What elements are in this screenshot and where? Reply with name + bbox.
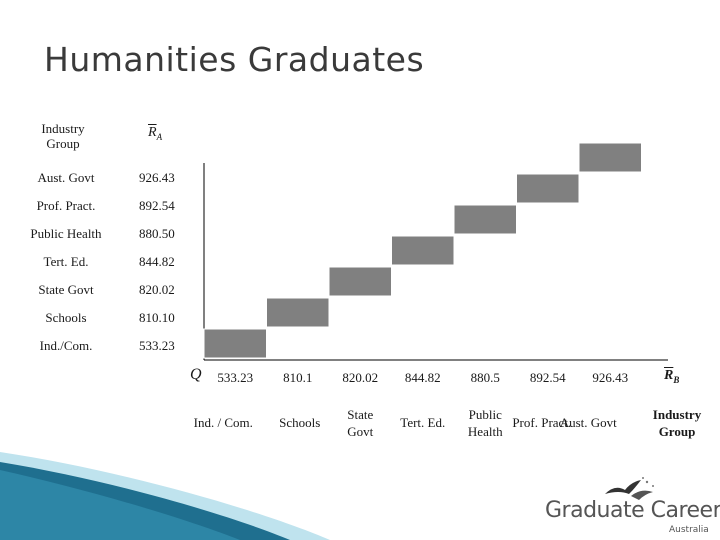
x-category-label: Public Health	[467, 407, 503, 439]
step-bar	[516, 173, 580, 204]
birds-icon	[605, 477, 654, 500]
x-tick-label: 844.82	[404, 370, 441, 385]
table-row-value: 926.43	[139, 170, 175, 185]
table-row-label: Schools	[45, 310, 87, 325]
x-category-label: Tert. Ed.	[400, 415, 446, 430]
x-category-label: State Govt	[347, 407, 374, 439]
decor-swoosh-mid	[0, 470, 240, 540]
logo-sub: Australia	[669, 525, 709, 535]
x-category-label: Ind. / Com.	[193, 415, 253, 430]
x-axis-group-label: Industry Group	[652, 407, 702, 439]
x-category-label: Schools	[279, 415, 321, 430]
x-category-label: Aust. Govt	[559, 415, 617, 430]
x-tick-label: 892.54	[529, 370, 566, 385]
step-bar	[203, 328, 267, 359]
table-header-group-label: Industry Group	[41, 121, 85, 151]
table-header-group: Industry Group	[24, 121, 102, 151]
table-row-label: Tert. Ed.	[43, 254, 89, 269]
table-row-label: Aust. Govt	[37, 170, 95, 185]
x-tick-label: 880.5	[470, 370, 500, 385]
table-row-value: 820.02	[139, 282, 175, 297]
table-header-r-subscript: A	[156, 131, 163, 142]
x-category-label: Prof. Pract.	[512, 415, 572, 430]
table-row-label: State Govt	[38, 282, 94, 297]
table-row-value: 810.10	[139, 310, 175, 325]
step-bar	[453, 204, 517, 235]
step-bar	[578, 142, 642, 173]
x-axis-symbol-letter: R	[664, 368, 674, 383]
step-bar	[328, 266, 392, 297]
x-tick-label: 810.1	[283, 370, 313, 385]
step-bar	[391, 235, 455, 266]
x-tick-label: 926.43	[592, 370, 629, 385]
x-tick-label: 533.23	[217, 370, 254, 385]
table-row-label: Prof. Pract.	[36, 198, 96, 213]
table-row-value: 892.54	[139, 198, 175, 213]
table-header-r: RA	[148, 125, 162, 142]
logo-name: Graduate Careers	[545, 498, 720, 523]
step-bar	[266, 297, 330, 328]
x-axis-symbol-subscript: B	[673, 374, 680, 385]
table-row-value: 880.50	[139, 226, 175, 241]
y-axis-symbol: Q	[190, 366, 202, 383]
page-title: Humanities Graduates	[44, 40, 425, 79]
table-header-r-symbol: R	[148, 125, 157, 140]
graduate-careers-logo: Graduate Careers Australia	[545, 477, 720, 535]
table-row-label: Public Health	[30, 226, 102, 241]
x-tick-label: 820.02	[342, 370, 379, 385]
table-row-value: 844.82	[139, 254, 175, 269]
x-axis-symbol: RB	[664, 368, 679, 385]
table-row-label: Ind./Com.	[39, 338, 93, 353]
table-row-value: 533.23	[139, 338, 175, 353]
